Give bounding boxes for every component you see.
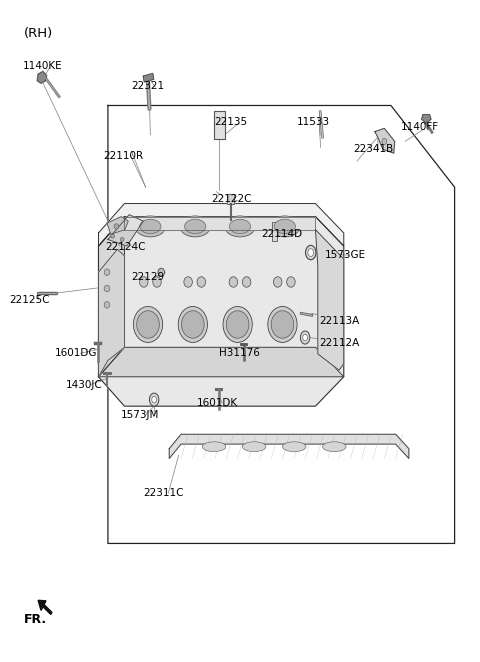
Text: 1601DK: 1601DK (197, 398, 238, 408)
Text: 22135: 22135 (214, 117, 247, 127)
Ellipse shape (104, 302, 110, 308)
Ellipse shape (180, 216, 211, 237)
Ellipse shape (181, 310, 204, 338)
Text: (RH): (RH) (24, 27, 53, 40)
Ellipse shape (300, 331, 310, 344)
Ellipse shape (133, 307, 163, 342)
Polygon shape (107, 216, 128, 234)
Ellipse shape (184, 277, 192, 287)
Ellipse shape (306, 246, 316, 260)
Polygon shape (375, 128, 395, 153)
Ellipse shape (152, 397, 156, 403)
Text: 22113A: 22113A (319, 316, 360, 326)
Ellipse shape (303, 334, 308, 341)
Text: 22112A: 22112A (319, 338, 360, 348)
Ellipse shape (223, 307, 252, 342)
Polygon shape (98, 216, 344, 406)
Ellipse shape (153, 277, 161, 287)
Ellipse shape (382, 138, 387, 145)
Ellipse shape (140, 277, 148, 287)
Ellipse shape (242, 277, 251, 287)
Text: 1601DG: 1601DG (55, 348, 97, 358)
Text: 22341B: 22341B (353, 144, 394, 154)
Ellipse shape (197, 277, 205, 287)
Ellipse shape (104, 285, 110, 292)
Ellipse shape (227, 310, 249, 338)
Ellipse shape (269, 216, 300, 237)
Text: 22110R: 22110R (103, 151, 144, 161)
Ellipse shape (274, 219, 295, 234)
Ellipse shape (137, 310, 159, 338)
Polygon shape (315, 230, 344, 370)
Ellipse shape (140, 219, 161, 234)
Text: 1140KE: 1140KE (23, 62, 63, 71)
Text: FR.: FR. (24, 614, 47, 626)
Polygon shape (144, 73, 154, 82)
Text: 22129: 22129 (132, 271, 165, 282)
Ellipse shape (178, 307, 207, 342)
Polygon shape (227, 194, 234, 203)
Ellipse shape (271, 310, 294, 338)
Text: 22122C: 22122C (212, 194, 252, 204)
Polygon shape (98, 250, 124, 377)
Ellipse shape (158, 268, 165, 276)
Ellipse shape (287, 277, 295, 287)
Polygon shape (98, 203, 344, 246)
Text: 22311C: 22311C (144, 488, 184, 498)
Ellipse shape (323, 442, 346, 451)
Ellipse shape (114, 224, 119, 229)
FancyBboxPatch shape (272, 222, 277, 242)
Ellipse shape (135, 216, 166, 237)
Ellipse shape (202, 442, 226, 451)
Polygon shape (98, 216, 124, 377)
Text: 22114D: 22114D (261, 229, 302, 239)
Polygon shape (421, 115, 431, 123)
Ellipse shape (120, 238, 124, 242)
FancyArrow shape (38, 600, 52, 614)
Polygon shape (37, 71, 47, 83)
Ellipse shape (268, 307, 297, 342)
Ellipse shape (185, 219, 206, 234)
Text: H31176: H31176 (219, 348, 260, 357)
Polygon shape (124, 216, 315, 230)
Ellipse shape (274, 277, 282, 287)
Ellipse shape (104, 269, 110, 275)
Ellipse shape (229, 219, 251, 234)
Text: 22321: 22321 (132, 81, 165, 91)
Text: 22124C: 22124C (106, 242, 146, 252)
Polygon shape (169, 434, 409, 459)
Ellipse shape (242, 442, 266, 451)
Ellipse shape (308, 249, 313, 256)
Ellipse shape (225, 216, 255, 237)
Text: 1573JM: 1573JM (121, 410, 159, 420)
Text: 1430JC: 1430JC (65, 379, 102, 390)
Text: 22125C: 22125C (9, 295, 49, 305)
Text: 11533: 11533 (297, 117, 330, 127)
Polygon shape (108, 214, 144, 246)
FancyBboxPatch shape (214, 111, 226, 139)
Polygon shape (98, 348, 344, 377)
Text: 1140FF: 1140FF (400, 122, 439, 132)
Ellipse shape (111, 234, 115, 238)
Ellipse shape (282, 442, 306, 451)
Ellipse shape (149, 393, 159, 406)
Ellipse shape (229, 277, 238, 287)
Text: 1573GE: 1573GE (325, 250, 366, 260)
